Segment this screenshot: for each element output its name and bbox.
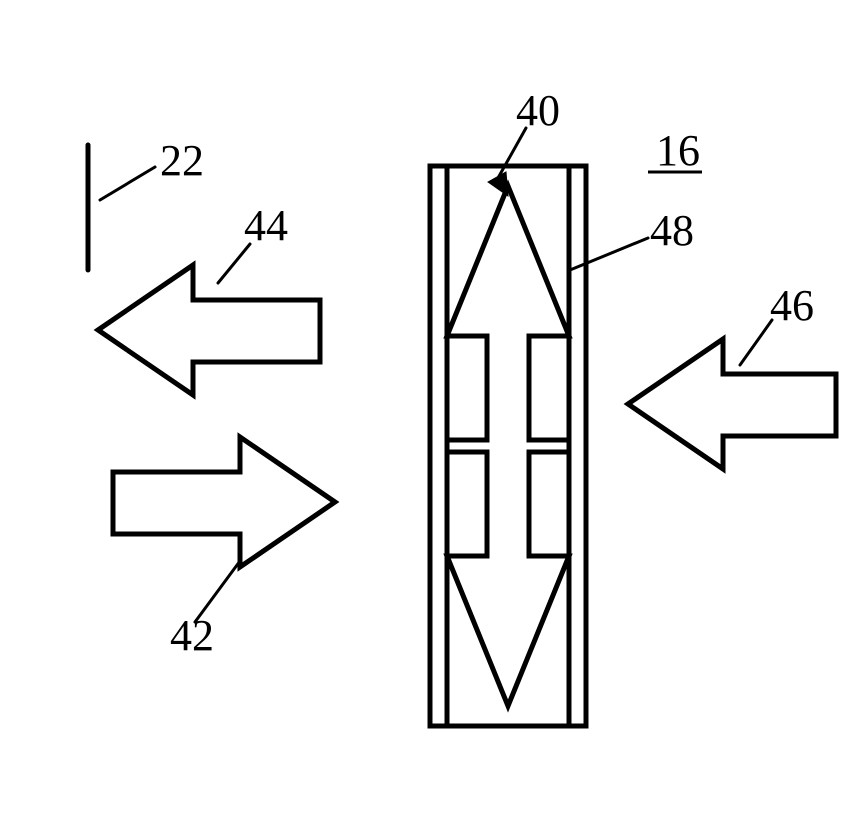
label-ref40: 40	[516, 86, 560, 135]
label-ref42: 42	[170, 611, 214, 660]
label-ref46: 46	[770, 281, 814, 330]
label-ref44: 44	[244, 201, 288, 250]
label-ref22: 22	[160, 136, 204, 185]
label-ref48: 48	[650, 206, 694, 255]
label-ref16: 16	[656, 126, 700, 175]
diagram-svg: 22 44 42 40 16 48 46	[0, 0, 860, 826]
